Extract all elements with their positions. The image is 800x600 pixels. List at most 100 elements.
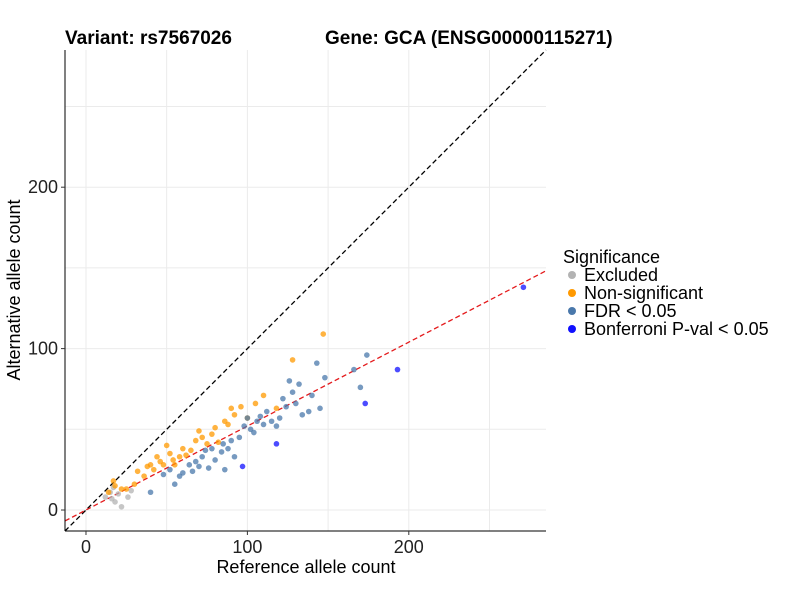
legend-key <box>568 289 576 297</box>
point-fdr-0-05 <box>317 405 323 412</box>
point-fdr-0-05 <box>251 429 257 436</box>
point-non-significant <box>118 486 125 492</box>
point-non-significant <box>183 452 189 458</box>
legend-label: FDR < 0.05 <box>584 301 677 321</box>
point-non-significant <box>167 450 173 457</box>
point-non-significant <box>228 405 235 412</box>
point-non-significant <box>123 486 130 492</box>
point-non-significant <box>131 481 138 487</box>
point-non-significant <box>110 478 117 484</box>
point-fdr-0-05 <box>357 384 364 391</box>
point-fdr-0-05 <box>147 489 154 496</box>
point-fdr-0-05 <box>254 418 260 425</box>
point-excluded <box>115 491 122 497</box>
point-non-significant <box>170 457 176 463</box>
point-fdr-0-05 <box>180 470 186 476</box>
point-non-significant <box>134 468 141 475</box>
data-points <box>102 284 527 510</box>
point-fdr-0-05 <box>309 392 315 399</box>
point-excluded <box>128 487 134 494</box>
point-fdr-0-05 <box>192 458 199 465</box>
point-fdr-0-05 <box>313 360 320 366</box>
point-fdr-0-05 <box>351 366 357 373</box>
point-fdr-0-05 <box>212 457 218 463</box>
y-tick-label: 200 <box>28 177 58 197</box>
point-fdr-0-05 <box>202 447 209 454</box>
point-non-significant <box>289 357 296 363</box>
point-non-significant <box>199 434 205 441</box>
point-non-significant <box>204 441 210 447</box>
point-non-significant <box>212 424 218 431</box>
point-fdr-0-05 <box>364 352 370 358</box>
point-non-significant <box>150 466 157 473</box>
legend-label: Excluded <box>584 265 658 285</box>
point-non-significant <box>225 421 231 428</box>
reference-line-fit <box>64 270 547 522</box>
axis-ticks: 0 100 200 0 100 200 <box>28 177 424 557</box>
point-non-significant <box>147 462 154 468</box>
legend-key <box>568 325 576 333</box>
point-excluded <box>125 494 131 500</box>
point-fdr-0-05 <box>293 400 299 407</box>
point-fdr-0-05 <box>167 466 173 473</box>
point-fdr-0-05 <box>305 408 312 415</box>
point-fdr-0-05 <box>189 468 196 475</box>
chart-title-gene: Gene: GCA (ENSG00000115271) <box>325 28 613 49</box>
point-bonferroni-p-val-0-05 <box>239 463 246 470</box>
point-non-significant <box>160 462 167 468</box>
point-bonferroni-p-val-0-05 <box>520 284 527 291</box>
point-fdr-0-05 <box>171 481 178 487</box>
point-fdr-0-05 <box>268 418 275 425</box>
legend-label: Non-significant <box>584 283 703 303</box>
point-fdr-0-05 <box>228 437 235 444</box>
point-fdr-0-05 <box>283 403 289 410</box>
point-fdr-0-05 <box>276 415 283 421</box>
point-non-significant <box>171 462 178 468</box>
point-fdr-0-05 <box>263 408 270 415</box>
point-non-significant <box>196 428 202 434</box>
point-non-significant <box>112 483 118 489</box>
point-non-significant <box>215 439 222 446</box>
point-bonferroni-p-val-0-05 <box>273 441 280 447</box>
point-non-significant <box>260 392 267 399</box>
point-non-significant <box>154 453 160 460</box>
point-non-significant <box>238 403 244 410</box>
point-fdr-0-05 <box>160 471 167 478</box>
point-fdr-0-05 <box>241 423 247 429</box>
point-fdr-0-05 <box>280 395 286 402</box>
chart-title-variant: Variant: rs7567026 <box>65 28 232 49</box>
point-fdr-0-05 <box>296 381 302 387</box>
point-fdr-0-05 <box>260 421 267 428</box>
point-fdr-0-05 <box>196 463 202 470</box>
legend-key <box>568 271 576 279</box>
point-non-significant <box>163 442 170 449</box>
x-tick-label: 0 <box>81 537 91 557</box>
point-fdr-0-05 <box>289 389 296 395</box>
point-fdr-0-05 <box>205 465 212 471</box>
point-excluded <box>112 499 118 505</box>
point-fdr-0-05 <box>221 466 228 473</box>
x-tick-label: 100 <box>232 537 262 557</box>
point-non-significant <box>192 437 199 444</box>
x-axis-title: Reference allele count <box>216 557 395 577</box>
point-fdr-0-05 <box>218 449 225 455</box>
point-non-significant <box>188 447 194 454</box>
point-fdr-0-05 <box>209 445 215 452</box>
point-non-significant <box>320 331 327 337</box>
legend-title: Significance <box>563 247 660 267</box>
point-fdr-0-05 <box>257 413 264 420</box>
grid-lines <box>65 50 546 531</box>
point-fdr-0-05 <box>220 441 226 447</box>
point-excluded <box>118 503 125 510</box>
point-excluded <box>102 494 109 500</box>
point-fdr-0-05 <box>186 462 193 468</box>
legend-key <box>568 307 576 315</box>
point-fdr-0-05 <box>286 378 293 384</box>
point-fdr-0-05 <box>244 415 251 421</box>
point-non-significant <box>252 400 259 407</box>
point-fdr-0-05 <box>236 434 243 441</box>
legend-label: Bonferroni P-val < 0.05 <box>584 319 769 339</box>
point-non-significant <box>273 405 280 412</box>
reference-line-identity <box>64 49 547 532</box>
point-fdr-0-05 <box>225 445 231 452</box>
